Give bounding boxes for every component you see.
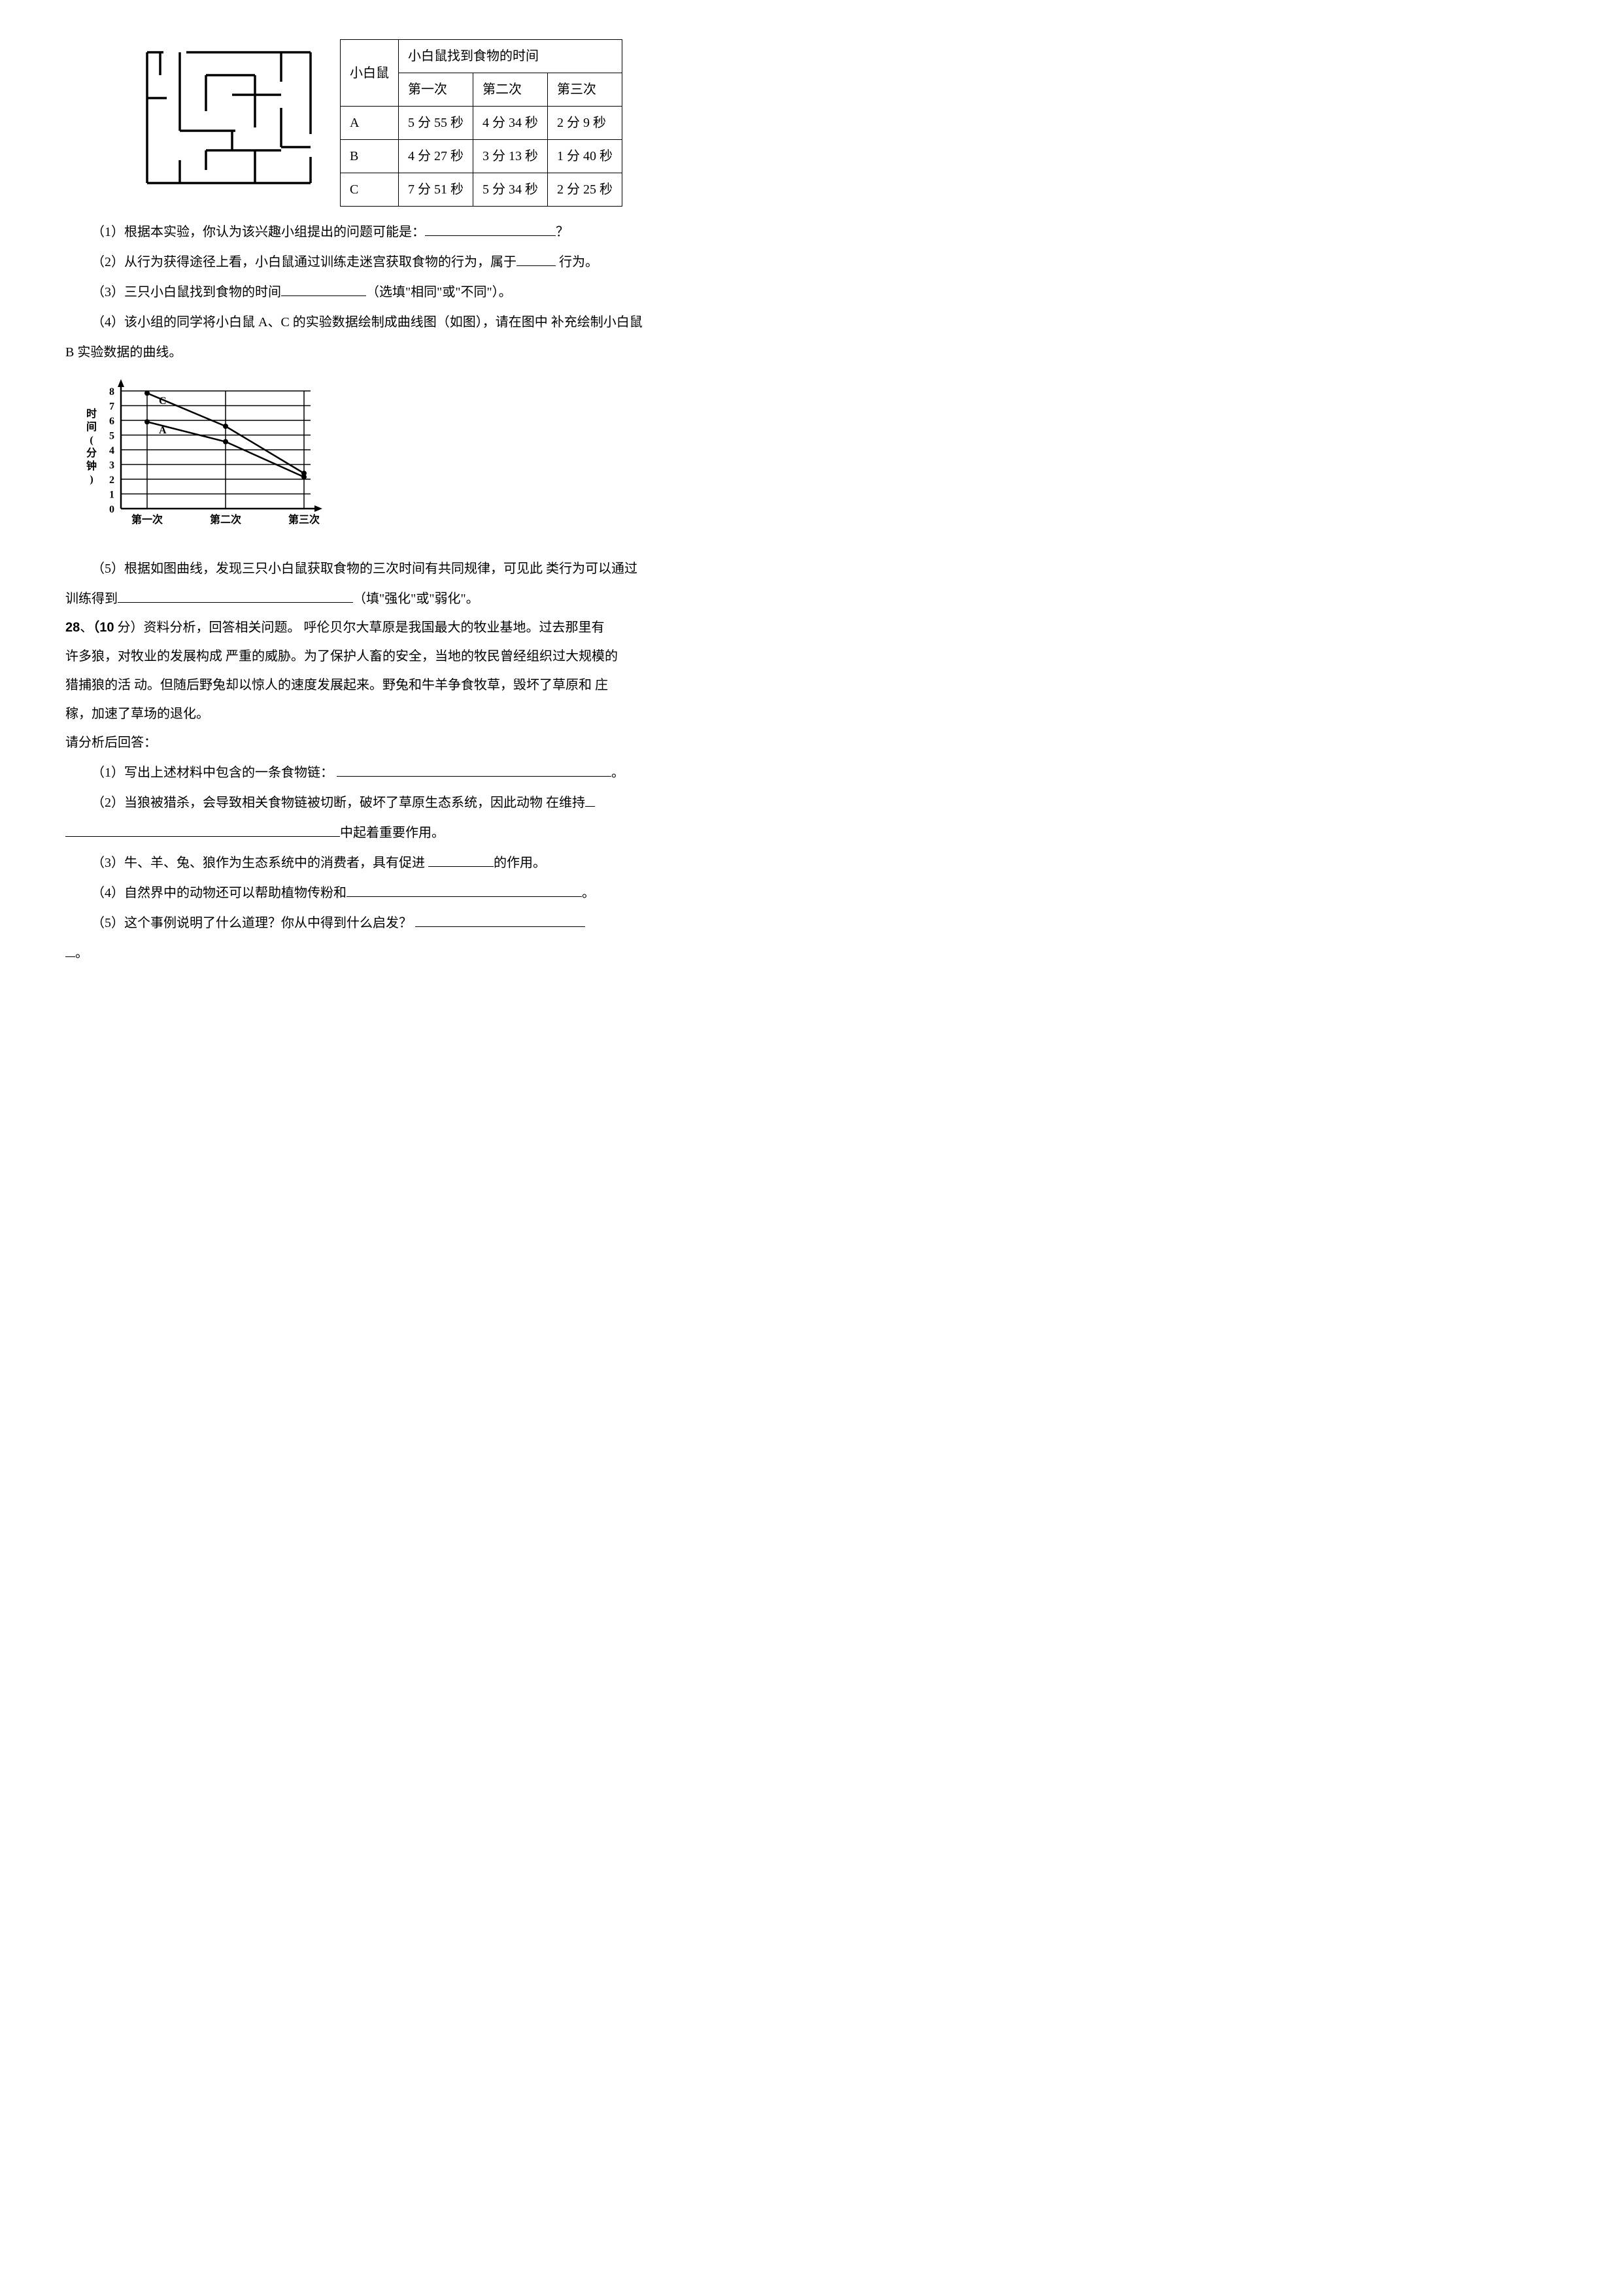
th-time-header: 小白鼠找到食物的时间: [399, 40, 622, 73]
blank: [65, 941, 75, 957]
svg-text:第一次: 第一次: [131, 513, 163, 526]
q28-3: （3）牛、羊、兔、狼作为生态系统中的消费者，具有促进 的作用。: [65, 851, 1559, 875]
blank: [585, 790, 595, 807]
q27-2: （2）从行为获得途径上看，小白鼠通过训练走迷宫获取食物的行为，属于 行为。: [65, 250, 1559, 275]
q28-head: 28、（10 分）资料分析，回答相关问题。 呼伦贝尔大草原是我国最大的牧业基地。…: [65, 615, 1559, 640]
svg-text:1: 1: [109, 490, 114, 501]
th-col1: 第一次: [399, 73, 473, 107]
blank: [65, 820, 340, 837]
q28-1: （1）写出上述材料中包含的一条食物链： 。: [65, 760, 1559, 785]
svg-text:A: A: [159, 425, 167, 436]
svg-text:间: 间: [86, 420, 97, 433]
q28-p4: 请分析后回答：: [65, 730, 1559, 755]
svg-text:): ): [90, 474, 93, 485]
q27-4a: （4）该小组的同学将小白鼠 A、C 的实验数据绘制成曲线图（如图），请在图中 补…: [65, 310, 1559, 335]
svg-text:钟: 钟: [86, 460, 97, 472]
q28-5: （5）这个事例说明了什么道理？你从中得到什么启发？: [65, 911, 1559, 936]
q28-p1: 许多狼，对牧业的发展构成 严重的威胁。为了保护人畜的安全，当地的牧民曾经组织过大…: [65, 644, 1559, 669]
svg-text:第三次: 第三次: [288, 513, 320, 526]
svg-text:时: 时: [86, 408, 97, 420]
figure-table-row: 小白鼠 小白鼠找到食物的时间 第一次 第二次 第三次 A 5 分 55 秒 4 …: [144, 39, 1559, 207]
svg-text:C: C: [159, 396, 167, 407]
table-row: C 7 分 51 秒 5 分 34 秒 2 分 25 秒: [341, 173, 622, 207]
q28-4: （4）自然界中的动物还可以帮助植物传粉和。: [65, 881, 1559, 905]
blank: [415, 911, 585, 927]
blank: [516, 250, 556, 266]
blank: [337, 760, 611, 777]
table-row: A 5 分 55 秒 4 分 34 秒 2 分 9 秒: [341, 107, 622, 140]
q28-2b: 中起着重要作用。: [65, 820, 1559, 845]
svg-text:0: 0: [109, 504, 114, 515]
blank: [428, 851, 494, 867]
q28-p2: 猎捕狼的活 动。但随后野兔却以惊人的速度发展起来。野兔和牛羊争食牧草，毁坏了草原…: [65, 673, 1559, 698]
data-table: 小白鼠 小白鼠找到食物的时间 第一次 第二次 第三次 A 5 分 55 秒 4 …: [340, 39, 622, 207]
th-col3: 第三次: [548, 73, 622, 107]
line-chart: 0 1 2 3 4 5 6 7 8 时间 (分钟) 第一次 第二次 第三次 C A: [78, 371, 1559, 543]
blank: [347, 881, 582, 897]
q27-1: （1）根据本实验，你认为该兴趣小组提出的问题可能是：？: [65, 220, 1559, 245]
q28-tail: 。: [65, 941, 1559, 966]
q27-4b: B 实验数据的曲线。: [65, 340, 1559, 365]
svg-text:分: 分: [86, 447, 97, 459]
blank: [425, 220, 556, 236]
blank: [281, 280, 366, 296]
q27-3: （3）三只小白鼠找到食物的时间（选填"相同"或"不同"）。: [65, 280, 1559, 305]
svg-text:5: 5: [109, 431, 114, 442]
q27-5b: 训练得到（填"强化"或"弱化"。: [65, 586, 1559, 611]
svg-text:6: 6: [109, 416, 114, 427]
svg-text:第二次: 第二次: [210, 513, 241, 526]
q28-2a: （2）当狼被猎杀，会导致相关食物链被切断，破坏了草原生态系统，因此动物 在维持: [65, 790, 1559, 815]
svg-text:3: 3: [109, 460, 114, 471]
maze-figure: [144, 46, 314, 190]
th-col2: 第二次: [473, 73, 548, 107]
svg-text:(: (: [90, 435, 93, 446]
blank: [118, 586, 353, 603]
th-mouse: 小白鼠: [341, 40, 399, 107]
q28-p3: 稼，加速了草场的退化。: [65, 701, 1559, 726]
svg-text:4: 4: [109, 445, 114, 456]
svg-text:2: 2: [109, 475, 114, 486]
table-row: B 4 分 27 秒 3 分 13 秒 1 分 40 秒: [341, 140, 622, 173]
q27-5a: （5）根据如图曲线，发现三只小白鼠获取食物的三次时间有共同规律，可见此 类行为可…: [65, 556, 1559, 581]
svg-text:7: 7: [109, 401, 114, 413]
svg-text:8: 8: [109, 386, 114, 397]
